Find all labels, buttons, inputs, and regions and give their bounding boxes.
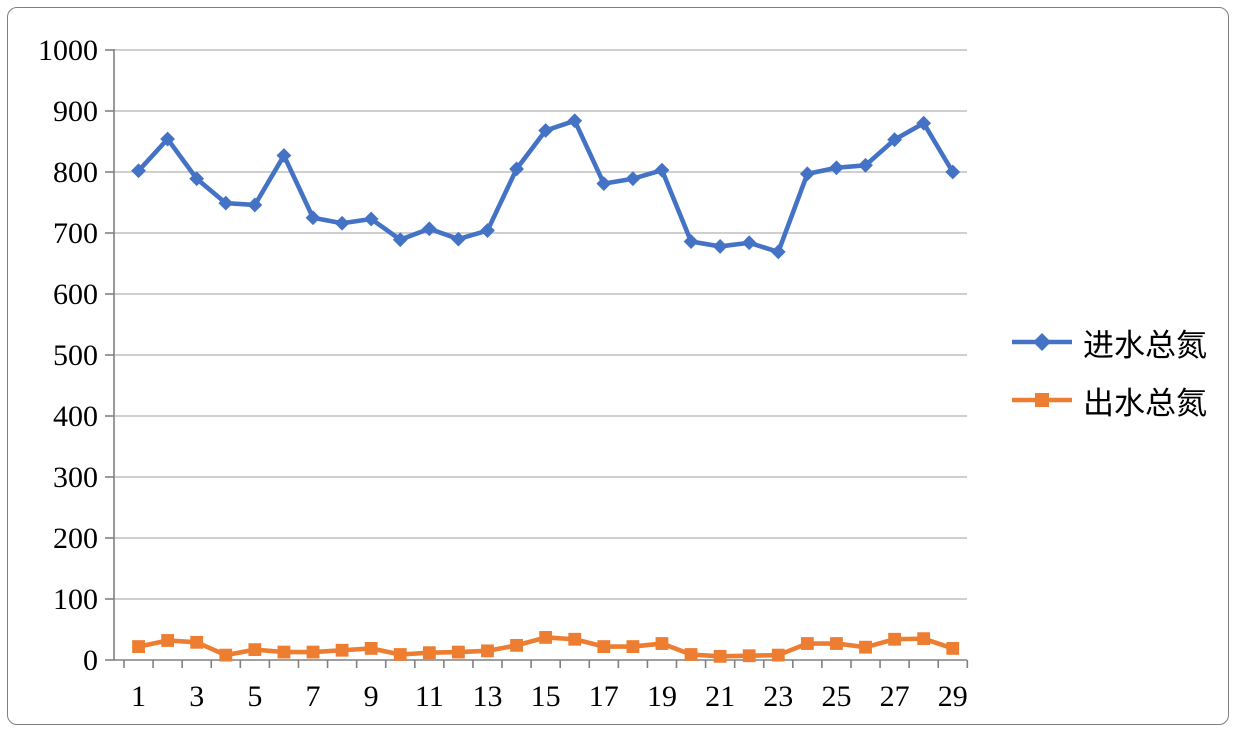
data-point-marker (626, 640, 640, 653)
gridlines (114, 49, 967, 600)
svg-text:15: 15 (531, 680, 561, 713)
svg-text:900: 900 (53, 95, 98, 128)
data-point-marker (829, 160, 844, 176)
data-point-marker (799, 166, 815, 182)
data-point-marker (131, 163, 146, 179)
legend-item-outflow: 出水总氮 (1010, 380, 1207, 421)
svg-text:100: 100 (53, 583, 98, 616)
data-point-marker (568, 632, 582, 646)
x-axis-labels: 1 3 5 7 9 11 13 15 17 19 21 23 25 27 29 (131, 680, 968, 713)
data-point-marker (858, 157, 873, 173)
series-inflow (131, 113, 961, 260)
data-point-marker (335, 643, 349, 657)
data-point-marker (888, 632, 902, 646)
svg-text:300: 300 (53, 461, 98, 494)
svg-text:600: 600 (53, 278, 98, 311)
data-point-marker (248, 643, 262, 657)
svg-text:17: 17 (589, 680, 619, 713)
data-point-marker (219, 648, 233, 662)
data-point-marker (277, 645, 291, 659)
data-point-marker (859, 640, 872, 654)
data-point-marker (655, 637, 669, 650)
svg-text:19: 19 (647, 680, 677, 713)
svg-text:7: 7 (306, 680, 321, 713)
data-point-marker (363, 211, 379, 227)
data-point-marker (741, 235, 757, 251)
data-point-marker (160, 131, 176, 147)
data-point-marker (190, 635, 204, 649)
svg-text:11: 11 (415, 680, 444, 713)
data-point-marker (481, 644, 494, 658)
svg-text:800: 800 (53, 156, 98, 189)
data-point-marker (305, 210, 321, 226)
data-point-marker (742, 649, 756, 663)
data-point-marker (510, 638, 523, 652)
data-point-marker (945, 164, 961, 180)
svg-text:700: 700 (53, 217, 98, 250)
inflow-series-marker-icon (1012, 333, 1072, 351)
svg-text:29: 29 (938, 680, 968, 713)
svg-text:400: 400 (53, 400, 98, 433)
data-point-marker (917, 632, 931, 646)
data-point-marker (830, 637, 843, 650)
data-point-marker (770, 244, 786, 260)
legend: 进水总氮 出水总氮 (1010, 322, 1207, 421)
data-point-marker (539, 631, 553, 644)
data-point-marker (451, 231, 466, 247)
data-point-marker (538, 123, 554, 138)
data-point-marker (596, 176, 612, 191)
data-point-marker (683, 234, 699, 249)
svg-text:200: 200 (53, 522, 98, 555)
data-point-marker (684, 648, 698, 661)
legend-label-outflow: 出水总氮 (1083, 385, 1207, 421)
data-point-marker (306, 645, 320, 659)
data-point-marker (392, 232, 408, 248)
data-point-marker (887, 132, 903, 148)
svg-text:0: 0 (83, 644, 98, 677)
data-point-marker (422, 646, 436, 660)
data-point-marker (247, 197, 263, 213)
svg-text:25: 25 (821, 680, 851, 713)
data-point-marker (946, 642, 960, 655)
svg-text:500: 500 (53, 339, 98, 372)
data-point-marker (625, 171, 641, 187)
series-outflow (132, 631, 960, 663)
chart-frame: 0 100 200 300 400 500 600 700 800 900 1000 1 3 5 7 9 11 1… (7, 7, 1229, 725)
svg-text:27: 27 (880, 680, 910, 713)
data-point-marker (334, 215, 350, 231)
data-point-marker (132, 640, 145, 653)
data-point-marker (452, 645, 465, 659)
data-point-marker (567, 113, 583, 129)
data-point-marker (393, 648, 407, 661)
data-point-marker (916, 115, 932, 131)
data-point-marker (480, 223, 495, 238)
legend-label-inflow: 进水总氮 (1083, 327, 1207, 363)
data-point-marker (276, 148, 292, 163)
svg-text:3: 3 (189, 680, 204, 713)
data-point-marker (218, 195, 234, 211)
data-point-marker (364, 642, 378, 655)
svg-text:13: 13 (472, 680, 502, 713)
data-point-marker (712, 239, 728, 254)
data-point-marker (189, 171, 205, 187)
legend-item-inflow: 进水总氮 (1010, 322, 1207, 363)
axes (105, 49, 969, 668)
data-point-marker (771, 648, 785, 662)
svg-text:23: 23 (763, 680, 793, 713)
svg-text:5: 5 (247, 680, 262, 713)
svg-text:1: 1 (131, 680, 146, 713)
data-point-marker (713, 649, 727, 663)
data-point-marker (161, 634, 175, 647)
data-point-marker (421, 221, 437, 237)
data-point-marker (654, 162, 670, 178)
data-point-marker (800, 637, 814, 650)
outflow-series-marker-icon (1012, 393, 1072, 407)
svg-text:21: 21 (705, 680, 735, 713)
y-axis-labels: 0 100 200 300 400 500 600 700 800 900 1000 (38, 34, 98, 677)
data-point-marker (597, 640, 611, 653)
svg-text:9: 9 (364, 680, 379, 713)
svg-text:1000: 1000 (38, 34, 98, 67)
